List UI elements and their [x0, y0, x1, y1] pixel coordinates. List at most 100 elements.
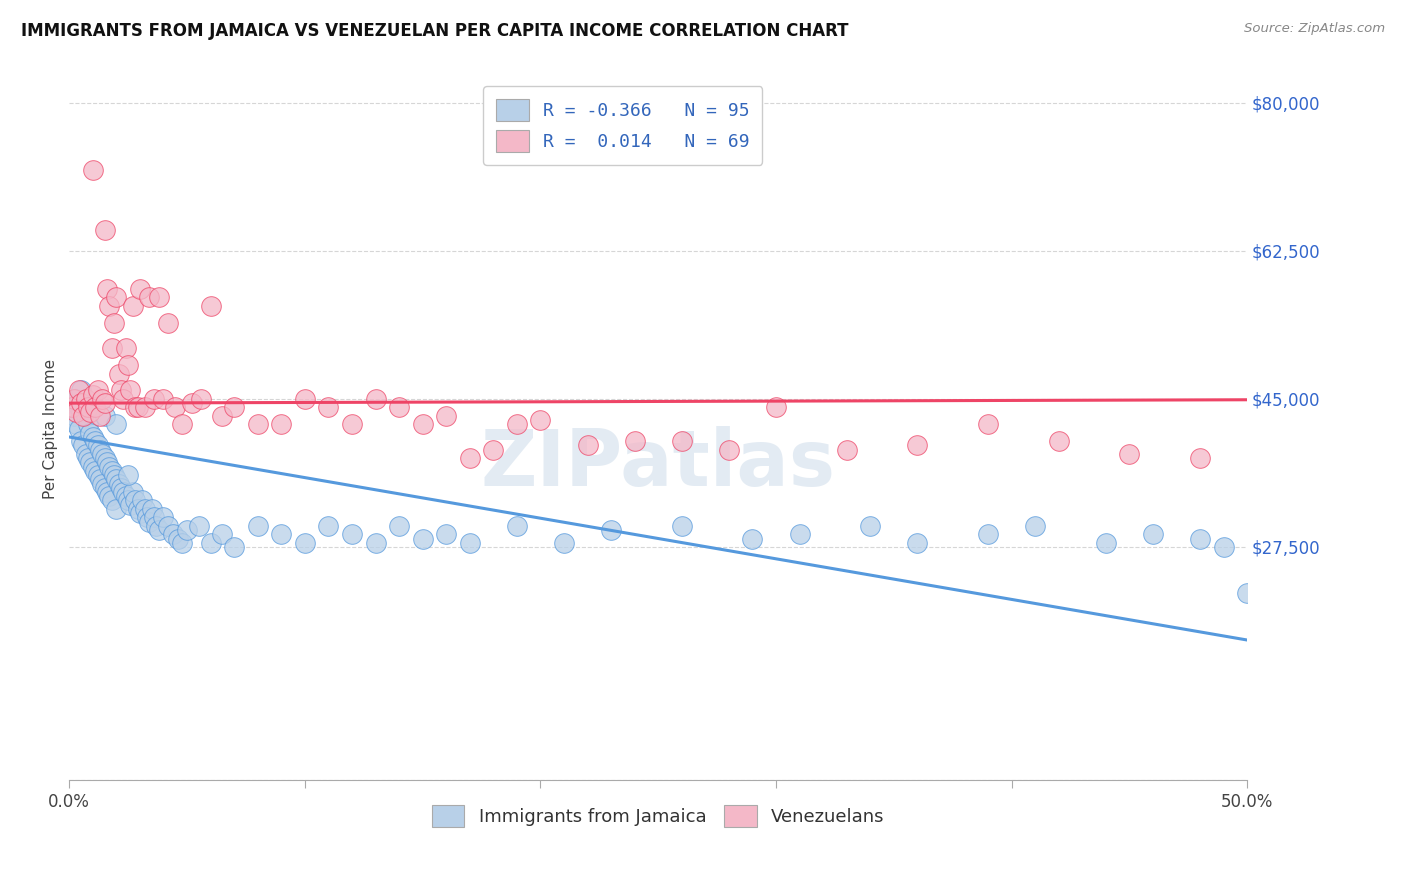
Point [224, 401, 246, 415]
Point [134, 502, 156, 516]
Point [138, 515, 160, 529]
Point [82, 430, 104, 444]
Point [100, 464, 122, 478]
Point [136, 510, 159, 524]
Point [89, 409, 111, 423]
Point [67, 384, 90, 398]
Point [506, 518, 529, 533]
Point [717, 442, 740, 457]
Point [340, 527, 363, 541]
Point [121, 299, 143, 313]
Point [93, 409, 115, 423]
Point [172, 417, 194, 432]
Point [1118, 447, 1140, 461]
Point [120, 384, 142, 398]
Point [294, 535, 316, 549]
Point [72, 409, 94, 423]
Text: Source: ZipAtlas.com: Source: ZipAtlas.com [1244, 22, 1385, 36]
Point [63, 409, 86, 423]
Point [200, 535, 222, 549]
Point [1142, 527, 1164, 541]
Point [1095, 535, 1118, 549]
Point [388, 401, 411, 415]
Point [127, 401, 149, 415]
Point [166, 532, 188, 546]
Point [63, 392, 86, 406]
Point [246, 417, 269, 432]
Point [1189, 532, 1212, 546]
Point [165, 401, 187, 415]
Point [65, 404, 87, 418]
Point [77, 401, 100, 415]
Point [318, 401, 340, 415]
Point [765, 401, 787, 415]
Point [412, 532, 434, 546]
Point [1212, 540, 1234, 554]
Point [72, 401, 94, 415]
Point [89, 442, 111, 457]
Point [82, 459, 104, 474]
Point [121, 485, 143, 500]
Point [1047, 434, 1070, 449]
Point [110, 481, 132, 495]
Point [70, 404, 93, 418]
Point [117, 493, 139, 508]
Point [82, 401, 104, 415]
Point [79, 425, 101, 440]
Point [112, 392, 135, 406]
Point [117, 468, 139, 483]
Point [1189, 451, 1212, 466]
Point [67, 401, 90, 415]
Point [65, 392, 87, 406]
Point [79, 404, 101, 418]
Point [107, 476, 129, 491]
Point [1236, 586, 1258, 600]
Point [96, 485, 118, 500]
Point [93, 223, 115, 237]
Point [98, 489, 121, 503]
Point [246, 518, 269, 533]
Point [211, 527, 233, 541]
Point [82, 387, 104, 401]
Point [79, 455, 101, 469]
Point [187, 518, 209, 533]
Point [120, 498, 142, 512]
Point [82, 163, 104, 178]
Point [131, 493, 153, 508]
Point [172, 535, 194, 549]
Point [105, 472, 128, 486]
Point [103, 468, 125, 483]
Point [93, 481, 115, 495]
Point [89, 472, 111, 486]
Point [138, 290, 160, 304]
Point [100, 341, 122, 355]
Point [105, 417, 128, 432]
Point [93, 451, 115, 466]
Point [180, 396, 202, 410]
Point [84, 464, 107, 478]
Y-axis label: Per Capita Income: Per Capita Income [44, 359, 58, 499]
Point [977, 417, 1000, 432]
Point [148, 290, 170, 304]
Point [789, 527, 811, 541]
Point [129, 282, 152, 296]
Point [91, 392, 114, 406]
Point [434, 409, 457, 423]
Point [93, 396, 115, 410]
Point [114, 341, 136, 355]
Point [60, 401, 83, 415]
Point [211, 409, 233, 423]
Point [75, 392, 97, 406]
Point [529, 413, 551, 427]
Point [84, 401, 107, 415]
Point [86, 384, 108, 398]
Point [434, 527, 457, 541]
Point [152, 392, 174, 406]
Point [70, 434, 93, 449]
Point [107, 367, 129, 381]
Point [905, 438, 928, 452]
Point [741, 532, 763, 546]
Point [103, 316, 125, 330]
Point [86, 468, 108, 483]
Point [157, 316, 180, 330]
